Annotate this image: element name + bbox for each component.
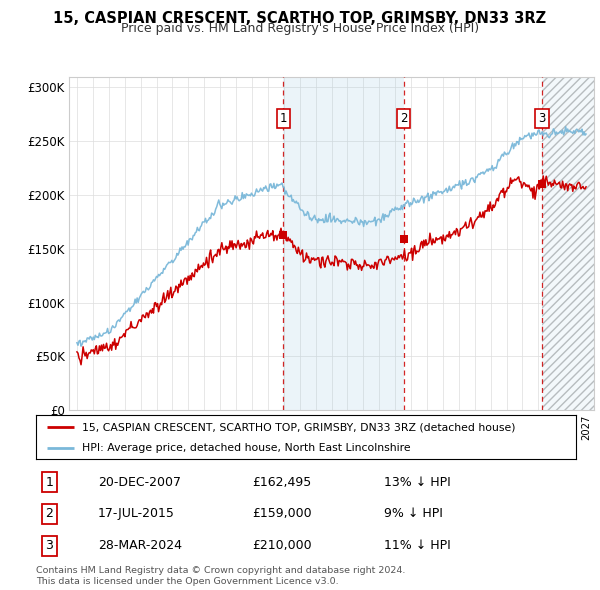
Text: 15, CASPIAN CRESCENT, SCARTHO TOP, GRIMSBY, DN33 3RZ: 15, CASPIAN CRESCENT, SCARTHO TOP, GRIMS… xyxy=(53,11,547,25)
Bar xyxy=(542,77,600,410)
Text: 13% ↓ HPI: 13% ↓ HPI xyxy=(385,476,451,489)
Text: Price paid vs. HM Land Registry's House Price Index (HPI): Price paid vs. HM Land Registry's House … xyxy=(121,22,479,35)
Text: 2: 2 xyxy=(400,112,407,125)
Text: 1: 1 xyxy=(46,476,53,489)
Bar xyxy=(542,77,600,410)
Text: 28-MAR-2024: 28-MAR-2024 xyxy=(98,539,182,552)
Bar xyxy=(283,77,404,410)
Text: 20-DEC-2007: 20-DEC-2007 xyxy=(98,476,181,489)
Text: Contains HM Land Registry data © Crown copyright and database right 2024.: Contains HM Land Registry data © Crown c… xyxy=(36,566,406,575)
Text: This data is licensed under the Open Government Licence v3.0.: This data is licensed under the Open Gov… xyxy=(36,577,338,586)
Text: 17-JUL-2015: 17-JUL-2015 xyxy=(98,507,175,520)
Text: 9% ↓ HPI: 9% ↓ HPI xyxy=(385,507,443,520)
Text: 3: 3 xyxy=(538,112,546,125)
Text: £159,000: £159,000 xyxy=(252,507,311,520)
Text: 15, CASPIAN CRESCENT, SCARTHO TOP, GRIMSBY, DN33 3RZ (detached house): 15, CASPIAN CRESCENT, SCARTHO TOP, GRIMS… xyxy=(82,422,515,432)
Text: 11% ↓ HPI: 11% ↓ HPI xyxy=(385,539,451,552)
Text: HPI: Average price, detached house, North East Lincolnshire: HPI: Average price, detached house, Nort… xyxy=(82,443,410,453)
Text: 1: 1 xyxy=(280,112,287,125)
Text: 2: 2 xyxy=(46,507,53,520)
Text: 3: 3 xyxy=(46,539,53,552)
Text: £162,495: £162,495 xyxy=(252,476,311,489)
Text: £210,000: £210,000 xyxy=(252,539,311,552)
Bar xyxy=(542,77,600,410)
